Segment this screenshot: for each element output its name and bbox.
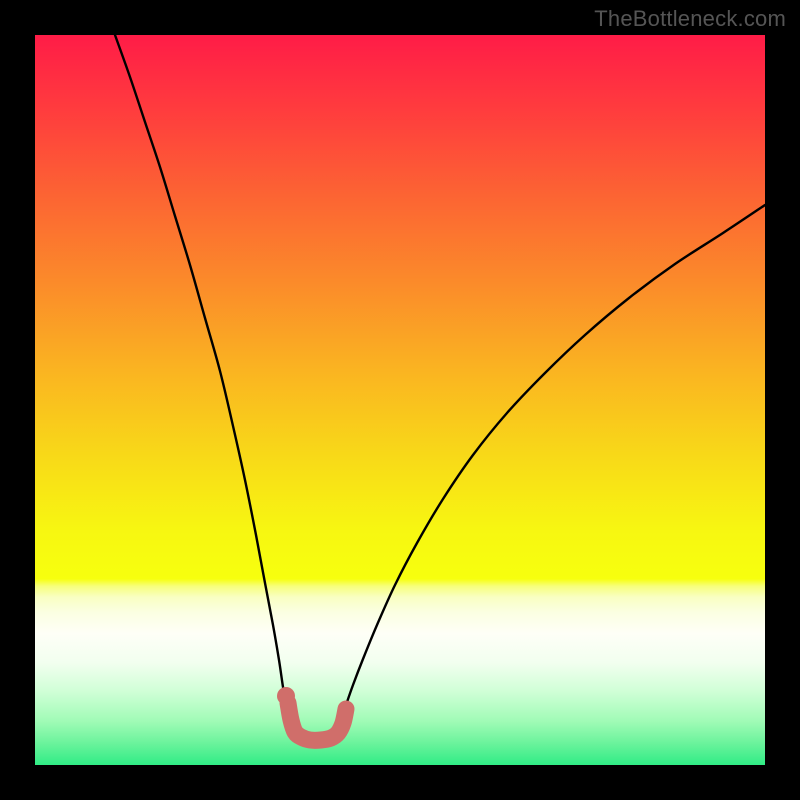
watermark-text: TheBottleneck.com — [594, 6, 786, 32]
gradient-background — [35, 35, 765, 765]
chart-svg — [35, 35, 765, 765]
chart-container: TheBottleneck.com — [0, 0, 800, 800]
plot-area — [35, 35, 765, 765]
basin-dot — [277, 687, 295, 705]
